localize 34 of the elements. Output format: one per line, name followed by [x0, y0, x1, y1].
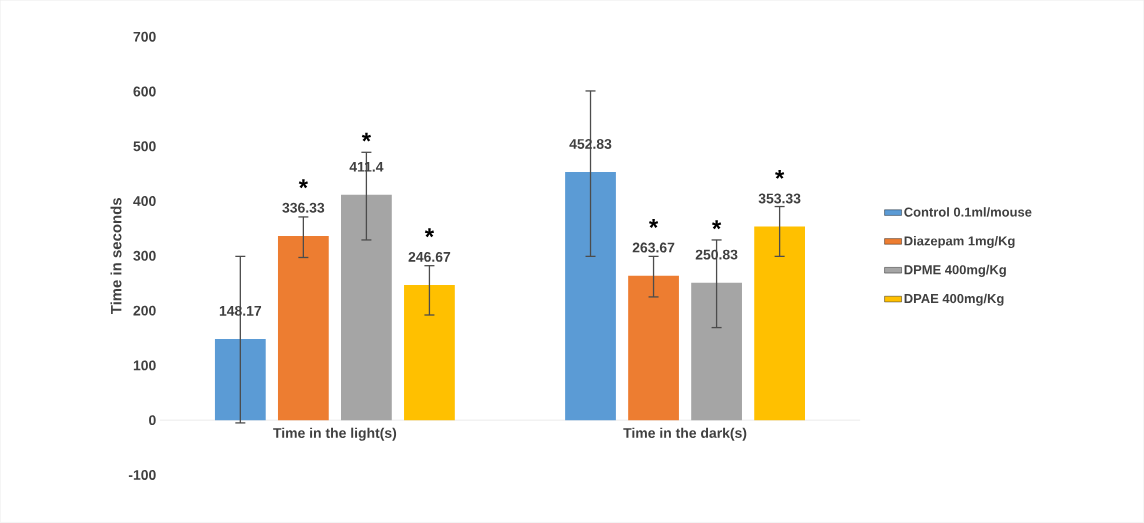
y-tick-label: 700 [133, 31, 156, 42]
y-tick-label: 600 [133, 86, 156, 97]
annotation: * [361, 132, 372, 142]
x-tick-label: Time in the light(s) [273, 427, 397, 441]
annotation: * [711, 220, 722, 230]
y-tick-label: 400 [133, 196, 156, 207]
legend-label: Diazepam 1mg/Kg [904, 236, 1015, 249]
legend-label: DPME 400mg/Kg [904, 264, 1006, 278]
bar [628, 275, 679, 421]
annotation: * [424, 228, 435, 238]
y-tick-label: 500 [133, 141, 156, 152]
y-tick-label: 300 [133, 251, 156, 261]
y-tick-label: 200 [133, 305, 156, 316]
bar [565, 172, 616, 421]
bar [404, 285, 455, 421]
legend-label: Control 0.1ml/mouse [904, 207, 1032, 217]
data-label: 263.67 [632, 242, 675, 253]
x-tick-label: Time in the dark(s) [623, 427, 747, 441]
annotation: * [775, 170, 785, 179]
data-label: 336.33 [282, 202, 325, 213]
y-tick-label: 100 [133, 360, 156, 371]
bar [691, 282, 742, 421]
bar [277, 236, 329, 421]
legend-label: DPAE 400mg/Kg [904, 293, 1004, 306]
bar [754, 226, 805, 421]
y-tick-label: 0 [149, 415, 156, 426]
annotation: * [298, 179, 308, 189]
data-label: 353.33 [758, 193, 801, 204]
y-axis-title: Time in seconds [110, 198, 122, 315]
y-tick-label: -100 [128, 470, 156, 481]
data-label: 246.67 [408, 252, 451, 262]
bar [341, 194, 392, 421]
annotation: * [648, 219, 659, 229]
bar [214, 339, 266, 421]
